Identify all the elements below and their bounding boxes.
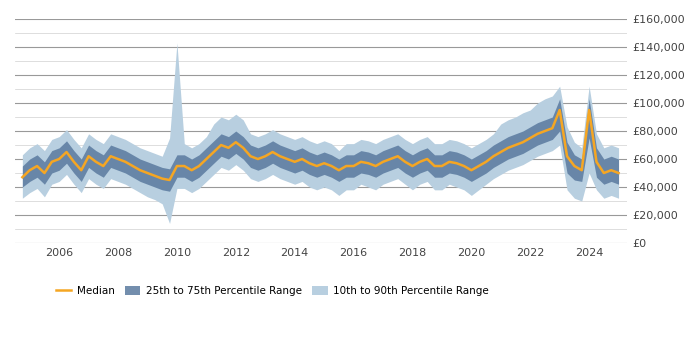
Median bbox=[489, 154, 498, 158]
Median bbox=[504, 146, 512, 150]
Median bbox=[195, 164, 203, 168]
Line: Median: Median bbox=[22, 110, 619, 180]
Median bbox=[158, 176, 167, 181]
Median bbox=[615, 171, 623, 175]
Median bbox=[18, 175, 27, 179]
Median bbox=[188, 168, 196, 172]
Legend: Median, 25th to 75th Percentile Range, 10th to 90th Percentile Range: Median, 25th to 75th Percentile Range, 1… bbox=[52, 282, 493, 300]
Median bbox=[556, 108, 564, 112]
Median bbox=[165, 178, 174, 182]
Median bbox=[305, 161, 314, 165]
